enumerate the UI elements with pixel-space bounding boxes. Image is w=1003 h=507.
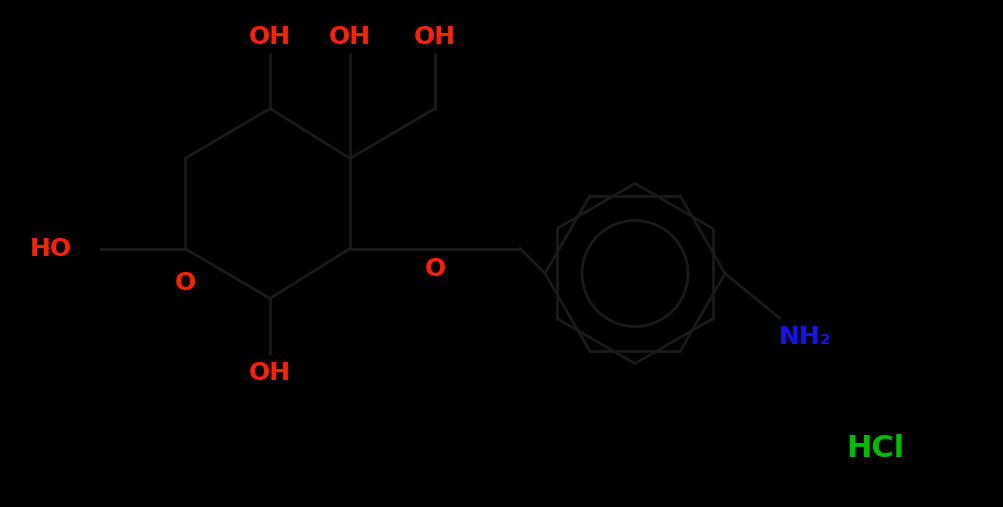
Text: OH: OH <box>413 24 455 49</box>
Text: OH: OH <box>249 24 291 49</box>
Text: HO: HO <box>30 236 72 261</box>
Text: HCl: HCl <box>846 434 904 463</box>
Text: O: O <box>424 257 445 280</box>
Text: O: O <box>175 272 196 296</box>
Text: OH: OH <box>329 24 371 49</box>
Text: NH₂: NH₂ <box>778 324 830 348</box>
Text: OH: OH <box>249 361 291 385</box>
